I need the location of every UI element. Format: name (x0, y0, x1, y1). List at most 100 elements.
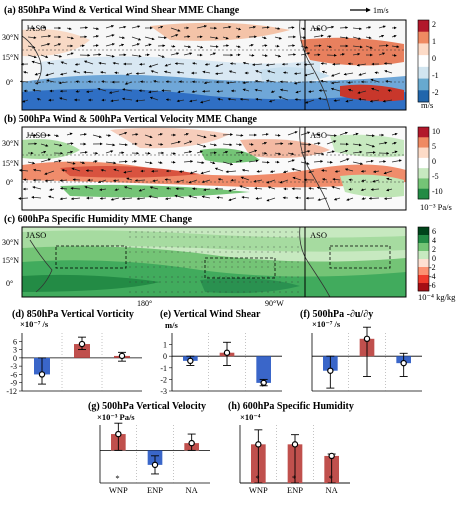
colorbar-segment (418, 275, 429, 283)
bar-chart-unit: ×10⁻⁷ /s (312, 319, 341, 329)
stipple-dot (226, 292, 227, 293)
stipple-dot (262, 267, 263, 268)
map-c: JASO ASO (22, 227, 406, 297)
stipple-dot (148, 292, 149, 293)
svg-text:30°N: 30°N (2, 33, 19, 42)
stipple-dot (262, 247, 263, 248)
category-label: NA (326, 485, 339, 495)
stipple-dot (238, 262, 239, 263)
stipple-dot (130, 237, 131, 238)
colorbar-segment (418, 43, 429, 55)
stipple-dot (262, 277, 263, 278)
stipple-dot (238, 237, 239, 238)
stipple-dot (178, 267, 179, 268)
map-a: JASO ASO (20, 20, 406, 110)
bar-chart-f: (f) 500hPa -∂u/∂y×10⁻⁷ /s (300, 309, 422, 391)
y-tick-label: 6 (13, 337, 17, 346)
map-a-title: (a) 850hPa Wind & Vertical Wind Shear MM… (4, 5, 240, 16)
stipple-dot (226, 237, 227, 238)
stipple-dot (148, 262, 149, 263)
stipple-dot (298, 292, 299, 293)
stipple-dot (166, 247, 167, 248)
stipple-dot (166, 267, 167, 268)
stipple-dot (214, 267, 215, 268)
svg-text:90°W: 90°W (265, 299, 284, 308)
stipple-dot (214, 292, 215, 293)
colorbar-a: 2 1 0 -1 -2 m/s (418, 20, 439, 110)
stipple-dot (244, 267, 245, 268)
stipple-dot (256, 267, 257, 268)
wind-vector (119, 152, 124, 153)
stipple-dot (178, 252, 179, 253)
colorbar-c: 6 4 2 0 -2 -4 -6 10⁻⁴ kg/kg (418, 227, 456, 302)
stipple-dot (184, 252, 185, 253)
y-tick-label: 3 (13, 346, 17, 355)
stipple-dot (202, 237, 203, 238)
stipple-dot (274, 267, 275, 268)
stipple-dot (220, 292, 221, 293)
stipple-dot (238, 247, 239, 248)
colorbar-segment (418, 259, 429, 267)
stipple-dot (238, 292, 239, 293)
stipple-dot (268, 267, 269, 268)
bar-chart-d: (d) 850hPa Vertical Vorticity×10⁻⁷ /s-12… (6, 309, 142, 396)
stipple-dot (190, 247, 191, 248)
svg-text:30°N: 30°N (2, 139, 19, 148)
stipple-dot (232, 247, 233, 248)
stipple-dot (226, 252, 227, 253)
stipple-dot (202, 277, 203, 278)
map-a-lat-labels: 30°N 15°N 0° (2, 33, 19, 87)
stipple-dot (298, 232, 299, 233)
stipple-dot (274, 252, 275, 253)
colorbar-b: 10 5 0 -5 -10 10⁻³ Pa/s (418, 127, 452, 212)
stipple-dot (202, 292, 203, 293)
colorbar-segment (418, 243, 429, 251)
stipple-dot (172, 247, 173, 248)
y-tick-label: -6 (10, 370, 17, 379)
stipple-dot (298, 267, 299, 268)
map-c-season-right: ASO (310, 230, 327, 240)
stipple-dot (274, 282, 275, 283)
stipple-dot (208, 277, 209, 278)
svg-text:-2: -2 (429, 263, 436, 272)
stipple-dot (232, 292, 233, 293)
stipple-dot (268, 282, 269, 283)
stipple-dot (256, 247, 257, 248)
stipple-dot (148, 277, 149, 278)
stipple-dot (130, 262, 131, 263)
stipple-dot (208, 232, 209, 233)
mean-point (39, 372, 44, 377)
map-b-season-right: ASO (310, 130, 327, 140)
map-c-lon-labels: 180° 90°W (137, 299, 284, 308)
y-tick-label: -3 (10, 362, 17, 371)
svg-text:1m/s: 1m/s (373, 6, 389, 15)
y-tick-label: -3 (160, 387, 167, 396)
colorbar-segment (418, 79, 429, 91)
stipple-dot (286, 237, 287, 238)
stipple-dot (268, 277, 269, 278)
stipple-dot (292, 267, 293, 268)
stipple-dot (280, 237, 281, 238)
stipple-dot (256, 282, 257, 283)
mean-point (401, 361, 406, 366)
stipple-dot (280, 232, 281, 233)
svg-text:0°: 0° (6, 178, 13, 187)
colorbar-segment (418, 127, 429, 138)
stipple-dot (244, 282, 245, 283)
stipple-dot (160, 282, 161, 283)
stipple-dot (142, 247, 143, 248)
map-a-season-left: JASO (26, 23, 46, 33)
colorbar-segment (418, 227, 429, 235)
svg-text:-6: -6 (429, 281, 436, 290)
stipple-dot (202, 267, 203, 268)
stipple-dot (286, 232, 287, 233)
stipple-dot (208, 267, 209, 268)
stipple-dot (280, 267, 281, 268)
stipple-dot (178, 277, 179, 278)
mean-point (119, 353, 124, 358)
stipple-dot (250, 277, 251, 278)
y-tick-label: 0 (163, 352, 167, 361)
stipple-dot (262, 282, 263, 283)
stipple-dot (148, 252, 149, 253)
